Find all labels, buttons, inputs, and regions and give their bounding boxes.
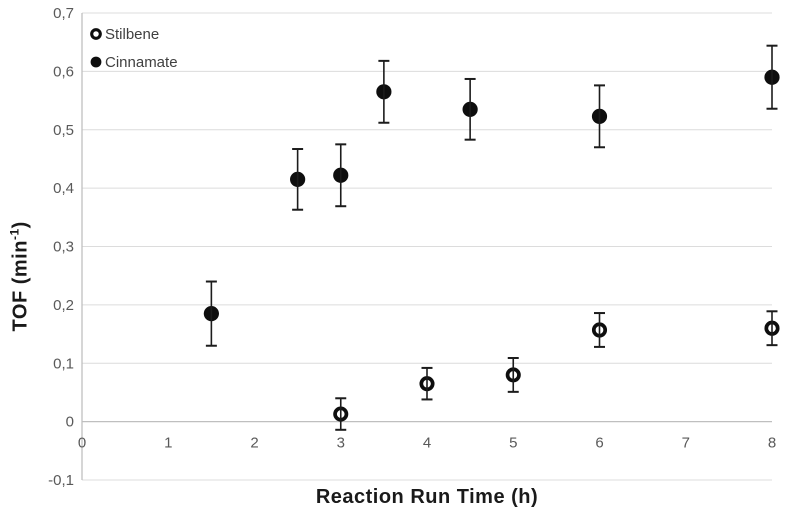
- x-tick-label: 0: [78, 435, 86, 452]
- legend-marker-cinnamate: [90, 56, 102, 68]
- x-tick-label: 7: [682, 435, 690, 452]
- x-tick-label: 1: [164, 435, 172, 452]
- x-tick-label: 3: [337, 435, 345, 452]
- y-tick-label: 0,6: [53, 63, 74, 80]
- y-tick-label: -0,1: [48, 472, 74, 489]
- y-tick-label: 0,5: [53, 122, 74, 139]
- legend-label-stilbene: Stilbene: [105, 26, 159, 43]
- x-tick-label: 2: [250, 435, 258, 452]
- legend-marker-stilbene: [90, 28, 102, 40]
- y-tick-label: 0,4: [53, 180, 74, 197]
- y-tick-label: 0,7: [53, 5, 74, 22]
- x-tick-label: 8: [768, 435, 776, 452]
- y-tick-label: 0,2: [53, 297, 74, 314]
- x-tick-label: 5: [509, 435, 517, 452]
- x-tick-label: 6: [595, 435, 603, 452]
- legend-label-cinnamate: Cinnamate: [105, 54, 178, 71]
- y-tick-label: 0: [66, 414, 74, 431]
- y-tick-label: 0,3: [53, 239, 74, 256]
- x-axis-title: Reaction Run Time (h): [315, 486, 539, 508]
- y-tick-label: 0,1: [53, 355, 74, 372]
- x-tick-label: 4: [423, 435, 431, 452]
